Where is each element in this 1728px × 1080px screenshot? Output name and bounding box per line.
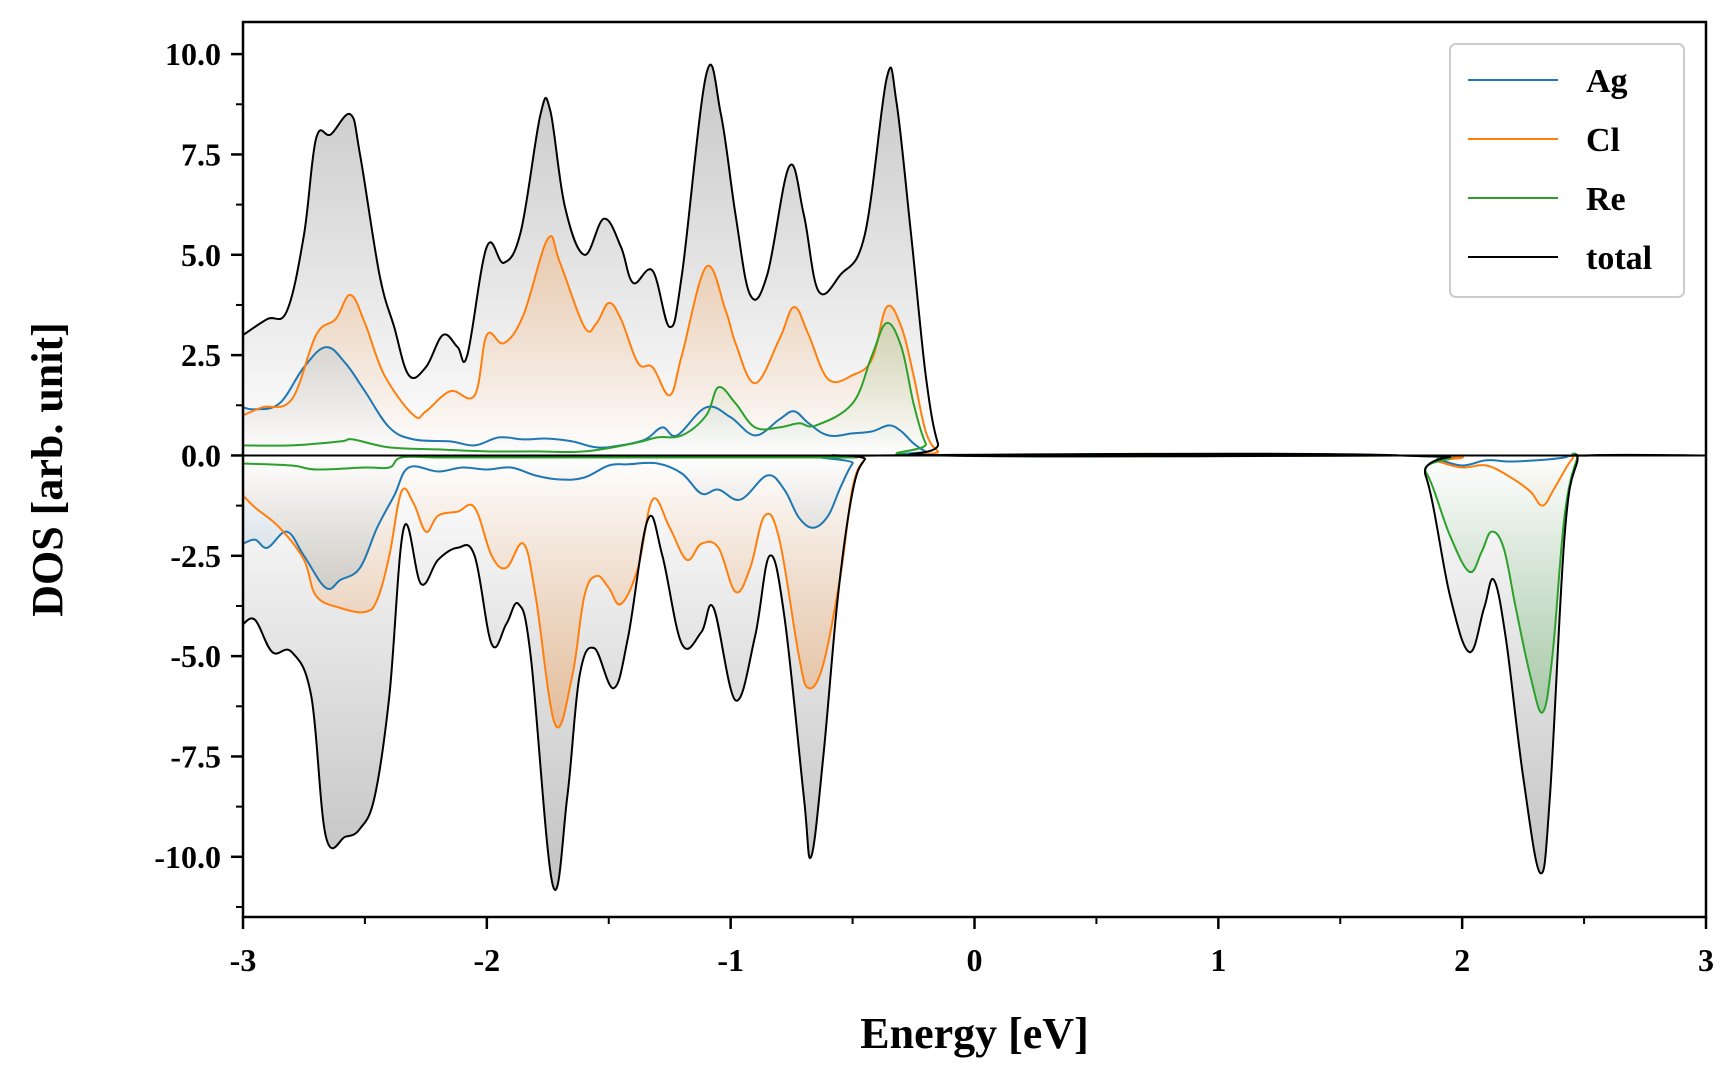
legend: Ag Cl Re total xyxy=(1449,43,1685,298)
x-tick-label: -2 xyxy=(474,942,501,978)
y-axis-title: DOS [arb. unit] xyxy=(23,322,72,617)
y-tick-label: -7.5 xyxy=(170,738,221,774)
series-lines xyxy=(242,63,1707,891)
x-axis-title: Energy [eV] xyxy=(860,1009,1089,1058)
y-tick-label: -2.5 xyxy=(170,538,221,574)
legend-box xyxy=(1449,43,1685,298)
legend-label-re: Re xyxy=(1586,181,1626,218)
x-tick-label: 0 xyxy=(967,942,983,978)
legend-label-ag: Ag xyxy=(1586,63,1628,100)
line-cl-up xyxy=(242,235,1706,457)
y-tick-label: 7.5 xyxy=(181,136,221,172)
x-tick-label: 2 xyxy=(1454,942,1470,978)
line-total-down xyxy=(242,452,1707,891)
x-tick-label: -3 xyxy=(230,942,257,978)
x-tick-label: 3 xyxy=(1698,942,1714,978)
line-total-up xyxy=(242,63,1706,458)
legend-label-total: total xyxy=(1586,240,1652,277)
line-re-up xyxy=(242,321,1706,458)
y-tick-label: 2.5 xyxy=(181,337,221,373)
line-ag-down xyxy=(242,453,1706,590)
x-tick-label: 1 xyxy=(1210,942,1226,978)
y-tick-label: -5.0 xyxy=(170,638,221,674)
x-tick-label: -1 xyxy=(717,942,744,978)
y-tick-label: 0.0 xyxy=(181,437,221,473)
legend-label-cl: Cl xyxy=(1586,122,1620,159)
y-axis-ticks: -10.0 -7.5 -5.0 -2.5 0.0 2.5 5.0 7.5 10.0 xyxy=(154,36,243,908)
x-axis-ticks: -3 -2 -1 0 1 2 3 xyxy=(230,917,1714,978)
area-cl-up xyxy=(243,236,1706,456)
y-tick-label: 5.0 xyxy=(181,237,221,273)
y-tick-label: -10.0 xyxy=(154,839,221,875)
area-cl-down xyxy=(243,454,1706,728)
y-tick-label: 10.0 xyxy=(165,36,221,72)
